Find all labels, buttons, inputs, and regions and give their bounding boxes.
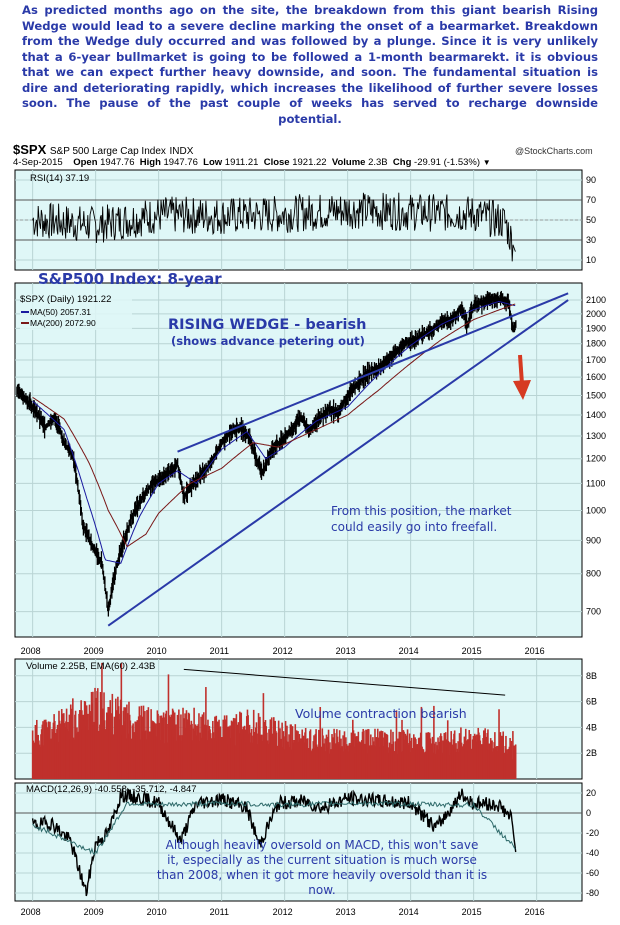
rsi-tick-label: 30 bbox=[586, 235, 596, 245]
price-bars bbox=[16, 290, 517, 617]
macd-annotation-line: than 2008, when it got more heavily over… bbox=[157, 868, 487, 882]
macd-year-label: 2010 bbox=[147, 907, 167, 917]
price-tick-label: 1900 bbox=[586, 323, 606, 333]
price-tick-label: 1800 bbox=[586, 339, 606, 349]
ma50-line bbox=[32, 300, 516, 564]
price-tick-label: 2100 bbox=[586, 295, 606, 305]
macd-line bbox=[31, 787, 517, 897]
downward-arrow-shaft bbox=[518, 354, 524, 385]
macd-year-label: 2008 bbox=[21, 907, 41, 917]
low-label: Low bbox=[203, 157, 223, 168]
wedge-subannotation: (shows advance petering out) bbox=[171, 334, 365, 348]
ma200-line bbox=[32, 303, 516, 548]
date: 4-Sep-2015 bbox=[13, 157, 63, 168]
macd-year-label: 2016 bbox=[525, 907, 545, 917]
close-value: 1921.22 bbox=[292, 157, 327, 168]
open-value: 1947.76 bbox=[100, 157, 135, 168]
price-legend-bg bbox=[20, 294, 132, 330]
chg-value: -29.91 (-1.53%) bbox=[414, 157, 481, 168]
volume-legend: Volume 2.25B, EMA(60) 2.43B bbox=[26, 661, 155, 672]
macd-signal-line bbox=[32, 799, 516, 856]
macd-annotation-line: Although heavily oversold on MACD, this … bbox=[166, 838, 479, 852]
macd-year-label: 2013 bbox=[336, 907, 356, 917]
rsi-tick-label: 90 bbox=[586, 175, 596, 185]
rsi-tick-label: 10 bbox=[586, 255, 596, 265]
rsi-line bbox=[32, 192, 516, 262]
price-title-annotation: S&P500 Index: 8-year bbox=[38, 270, 222, 288]
ohlc-line: 4-Sep-2015 Open 1947.76 High 1947.76 Low… bbox=[13, 157, 491, 168]
price-tick-label: 1200 bbox=[586, 454, 606, 464]
price-year-label: 2012 bbox=[273, 646, 293, 656]
price-legend-ma200: MA(200) 2072.90 bbox=[30, 318, 96, 328]
price-year-label: 2010 bbox=[147, 646, 167, 656]
macd-year-label: 2015 bbox=[462, 907, 482, 917]
wedge-lower-line bbox=[107, 299, 569, 627]
macd-year-label: 2012 bbox=[273, 907, 293, 917]
chg-label: Chg bbox=[392, 157, 412, 168]
volume-tick-label: 4B bbox=[586, 722, 597, 732]
macd-annotation-line: it, especially as the current situation … bbox=[167, 853, 477, 867]
volume-bars bbox=[31, 662, 517, 779]
freefall-annotation-2: could easily go into freefall. bbox=[331, 520, 497, 534]
chart-header-symbol: $SPX S&P 500 Large Cap Index INDX bbox=[13, 142, 193, 157]
rsi-legend: RSI(14) 37.19 bbox=[30, 173, 89, 184]
macd-tick-label: -20 bbox=[586, 828, 599, 838]
price-year-label: 2013 bbox=[336, 646, 356, 656]
price-tick-label: 1000 bbox=[586, 505, 606, 515]
price-tick-label: 2000 bbox=[586, 309, 606, 319]
macd-year-label: 2014 bbox=[399, 907, 419, 917]
macd-tick-label: -80 bbox=[586, 888, 599, 898]
macd-tick-label: 20 bbox=[586, 788, 596, 798]
high-label: High bbox=[139, 157, 161, 168]
volume-trendline bbox=[183, 668, 506, 696]
price-year-label: 2009 bbox=[84, 646, 104, 656]
wedge-upper-line bbox=[177, 292, 569, 453]
price-year-label: 2008 bbox=[21, 646, 41, 656]
macd-tick-label: -60 bbox=[586, 868, 599, 878]
price-tick-label: 700 bbox=[586, 607, 601, 617]
price-legend-spx: $SPX (Daily) 1921.22 bbox=[20, 294, 111, 305]
open-label: Open bbox=[73, 157, 98, 168]
price-panel bbox=[14, 282, 583, 638]
freefall-annotation-1: From this position, the market bbox=[331, 504, 512, 518]
volume-tick-label: 2B bbox=[586, 748, 597, 758]
price-year-label: 2015 bbox=[462, 646, 482, 656]
volume-value: 2.3B bbox=[368, 157, 388, 168]
price-tick-label: 1500 bbox=[586, 390, 606, 400]
price-tick-label: 1400 bbox=[586, 410, 606, 420]
price-year-label: 2016 bbox=[525, 646, 545, 656]
price-tick-label: 800 bbox=[586, 569, 601, 579]
downward-arrow-head bbox=[513, 380, 531, 400]
close-label: Close bbox=[263, 157, 290, 168]
price-year-label: 2014 bbox=[399, 646, 419, 656]
source-credit: @StockCharts.com bbox=[515, 146, 593, 156]
volume-annotation: Volume contraction bearish bbox=[295, 706, 467, 721]
price-tick-label: 1700 bbox=[586, 355, 606, 365]
symbol: $SPX bbox=[13, 142, 47, 157]
macd-year-label: 2009 bbox=[84, 907, 104, 917]
wedge-annotation: RISING WEDGE - bearish bbox=[168, 317, 366, 333]
macd-annotation-line: now. bbox=[308, 883, 335, 897]
macd-legend: MACD(12,26,9) -40.558, -35.712, -4.847 bbox=[26, 784, 197, 795]
price-tick-label: 1600 bbox=[586, 372, 606, 382]
price-tick-label: 900 bbox=[586, 535, 601, 545]
rsi-tick-label: 70 bbox=[586, 195, 596, 205]
volume-label: Volume bbox=[331, 157, 366, 168]
macd-year-label: 2011 bbox=[210, 907, 229, 917]
volume-tick-label: 6B bbox=[586, 697, 597, 707]
high-value: 1947.76 bbox=[163, 157, 198, 168]
macd-tick-label: -40 bbox=[586, 848, 599, 858]
macd-tick-label: 0 bbox=[586, 808, 591, 818]
volume-tick-label: 8B bbox=[586, 671, 597, 681]
index-name: S&P 500 Large Cap Index bbox=[49, 146, 166, 157]
commentary-text: As predicted months ago on the site, the… bbox=[22, 3, 598, 126]
price-tick-label: 1100 bbox=[586, 478, 605, 488]
price-legend-ma50: MA(50) 2057.31 bbox=[30, 307, 91, 317]
rsi-tick-label: 50 bbox=[586, 215, 596, 225]
low-value: 1911.21 bbox=[224, 157, 259, 168]
price-year-label: 2011 bbox=[210, 646, 229, 656]
price-tick-label: 1300 bbox=[586, 431, 606, 441]
exchange: INDX bbox=[169, 146, 194, 157]
